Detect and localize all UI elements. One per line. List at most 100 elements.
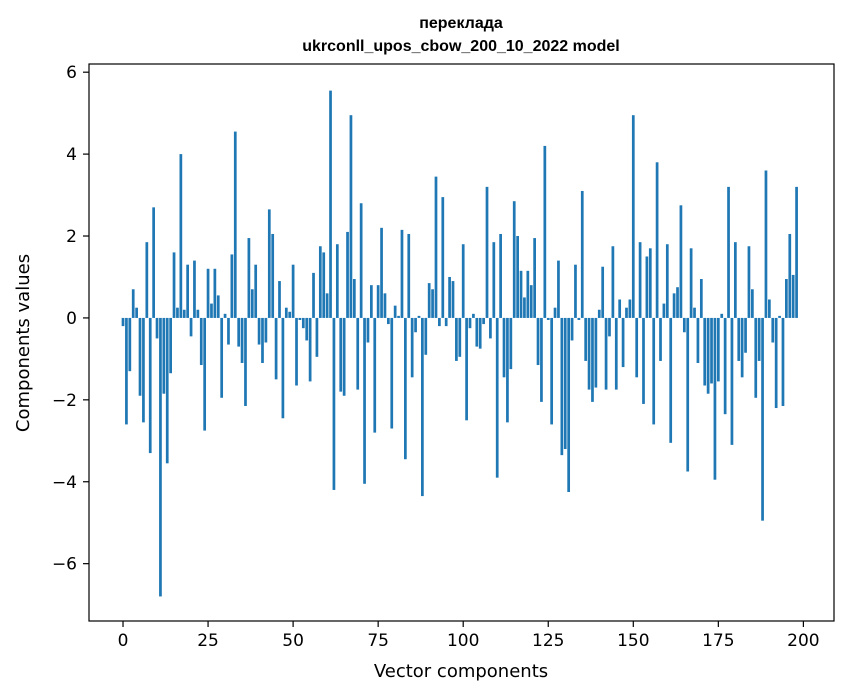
bar-component-92: [434, 176, 438, 318]
bar-component-77: [383, 293, 387, 318]
bar-component-122: [536, 317, 540, 366]
bar-component-74: [373, 317, 377, 433]
bar-component-194: [781, 317, 785, 406]
bar-component-179: [730, 317, 734, 445]
bar-component-132: [570, 317, 574, 341]
bar-component-174: [713, 317, 717, 480]
bar-component-47: [281, 317, 285, 419]
bar-component-164: [679, 205, 683, 318]
bar-component-59: [322, 252, 326, 318]
bar-component-42: [264, 317, 268, 343]
bar-component-50: [291, 264, 295, 318]
bar-component-55: [308, 317, 312, 382]
bar-component-170: [699, 279, 703, 318]
bar-component-1: [125, 317, 128, 425]
bar-component-156: [652, 317, 656, 425]
bar-component-115: [512, 201, 516, 318]
bar-component-176: [720, 313, 724, 318]
bar-component-113: [506, 317, 509, 423]
bar-component-181: [737, 317, 741, 361]
bar-component-197: [791, 274, 795, 318]
bar-component-107: [485, 186, 489, 318]
bar-component-162: [672, 293, 676, 318]
bar-component-4: [135, 307, 138, 318]
bar-component-14: [169, 317, 172, 374]
bar-component-84: [407, 233, 411, 318]
bar-component-65: [342, 317, 346, 396]
bar-component-160: [665, 244, 669, 318]
bar-component-166: [686, 317, 690, 472]
bar-component-17: [179, 154, 183, 318]
bar-component-12: [162, 317, 166, 394]
bar-component-151: [635, 317, 639, 378]
bar-component-97: [451, 281, 455, 318]
bar-component-96: [448, 276, 451, 318]
bar-component-143: [608, 317, 611, 337]
bar-component-106: [482, 317, 485, 325]
bar-component-56: [312, 272, 315, 318]
chart-title-line-2: ukrconll_upos_cbow_200_10_2022 model: [302, 38, 619, 55]
chart-title-line-1: переклада: [419, 15, 503, 32]
bar-component-103: [472, 313, 475, 318]
bar-component-178: [727, 186, 730, 318]
bar-component-66: [346, 231, 349, 318]
bar-component-8: [148, 317, 152, 454]
bar-component-153: [642, 317, 645, 404]
bar-component-167: [689, 248, 693, 318]
plot-frame: [88, 63, 835, 622]
bar-component-0: [121, 317, 125, 327]
y-tick-label: 6: [66, 63, 77, 83]
x-axis-ticks: 0 25 50 75 100 125 150 175 200: [118, 621, 820, 651]
bar-component-136: [584, 317, 588, 361]
bar-component-94: [441, 197, 445, 318]
bar-component-171: [703, 317, 707, 386]
bar-component-48: [284, 307, 288, 318]
bar-component-63: [335, 244, 339, 318]
bar-component-78: [387, 317, 390, 325]
bar-component-91: [431, 289, 434, 318]
bar-component-41: [261, 317, 264, 363]
bar-component-165: [682, 317, 686, 333]
bar-component-52: [298, 317, 302, 320]
bar-component-155: [648, 248, 652, 318]
bar-component-190: [768, 299, 771, 318]
bar-component-46: [278, 281, 281, 318]
bar-component-163: [676, 287, 679, 318]
bar-component-43: [267, 209, 271, 318]
bar-component-137: [587, 317, 591, 390]
bar-component-168: [693, 307, 696, 318]
bar-component-111: [499, 233, 502, 318]
bar-component-57: [315, 317, 319, 357]
bar-component-2: [128, 317, 132, 372]
bar-component-26: [210, 303, 213, 318]
bar-component-87: [417, 315, 421, 318]
bar-component-9: [152, 207, 155, 318]
bar-component-72: [366, 317, 370, 343]
bar-component-121: [533, 238, 536, 318]
y-tick-label: 2: [66, 227, 77, 247]
bar-component-100: [461, 244, 465, 318]
bar-component-76: [380, 227, 383, 318]
bar-component-124: [543, 145, 547, 318]
bar-component-148: [625, 307, 628, 318]
bar-component-40: [257, 317, 261, 345]
bar-component-81: [397, 315, 400, 318]
bar-component-31: [227, 317, 230, 345]
bar-component-89: [424, 317, 428, 355]
bar-component-61: [329, 90, 332, 318]
y-tick-label: −2: [52, 391, 77, 411]
bar-component-109: [492, 242, 496, 318]
bar-component-98: [455, 317, 458, 361]
x-tick-label: 0: [118, 631, 129, 651]
bar-component-83: [404, 317, 407, 460]
bar-component-145: [614, 317, 618, 390]
bar-component-134: [577, 317, 581, 320]
bar-component-10: [155, 317, 159, 339]
bar-component-195: [785, 279, 788, 318]
bar-component-44: [271, 233, 275, 318]
x-tick-label: 50: [282, 631, 304, 651]
bar-component-19: [186, 264, 190, 318]
bar-component-15: [172, 252, 176, 318]
bar-component-62: [332, 317, 336, 490]
